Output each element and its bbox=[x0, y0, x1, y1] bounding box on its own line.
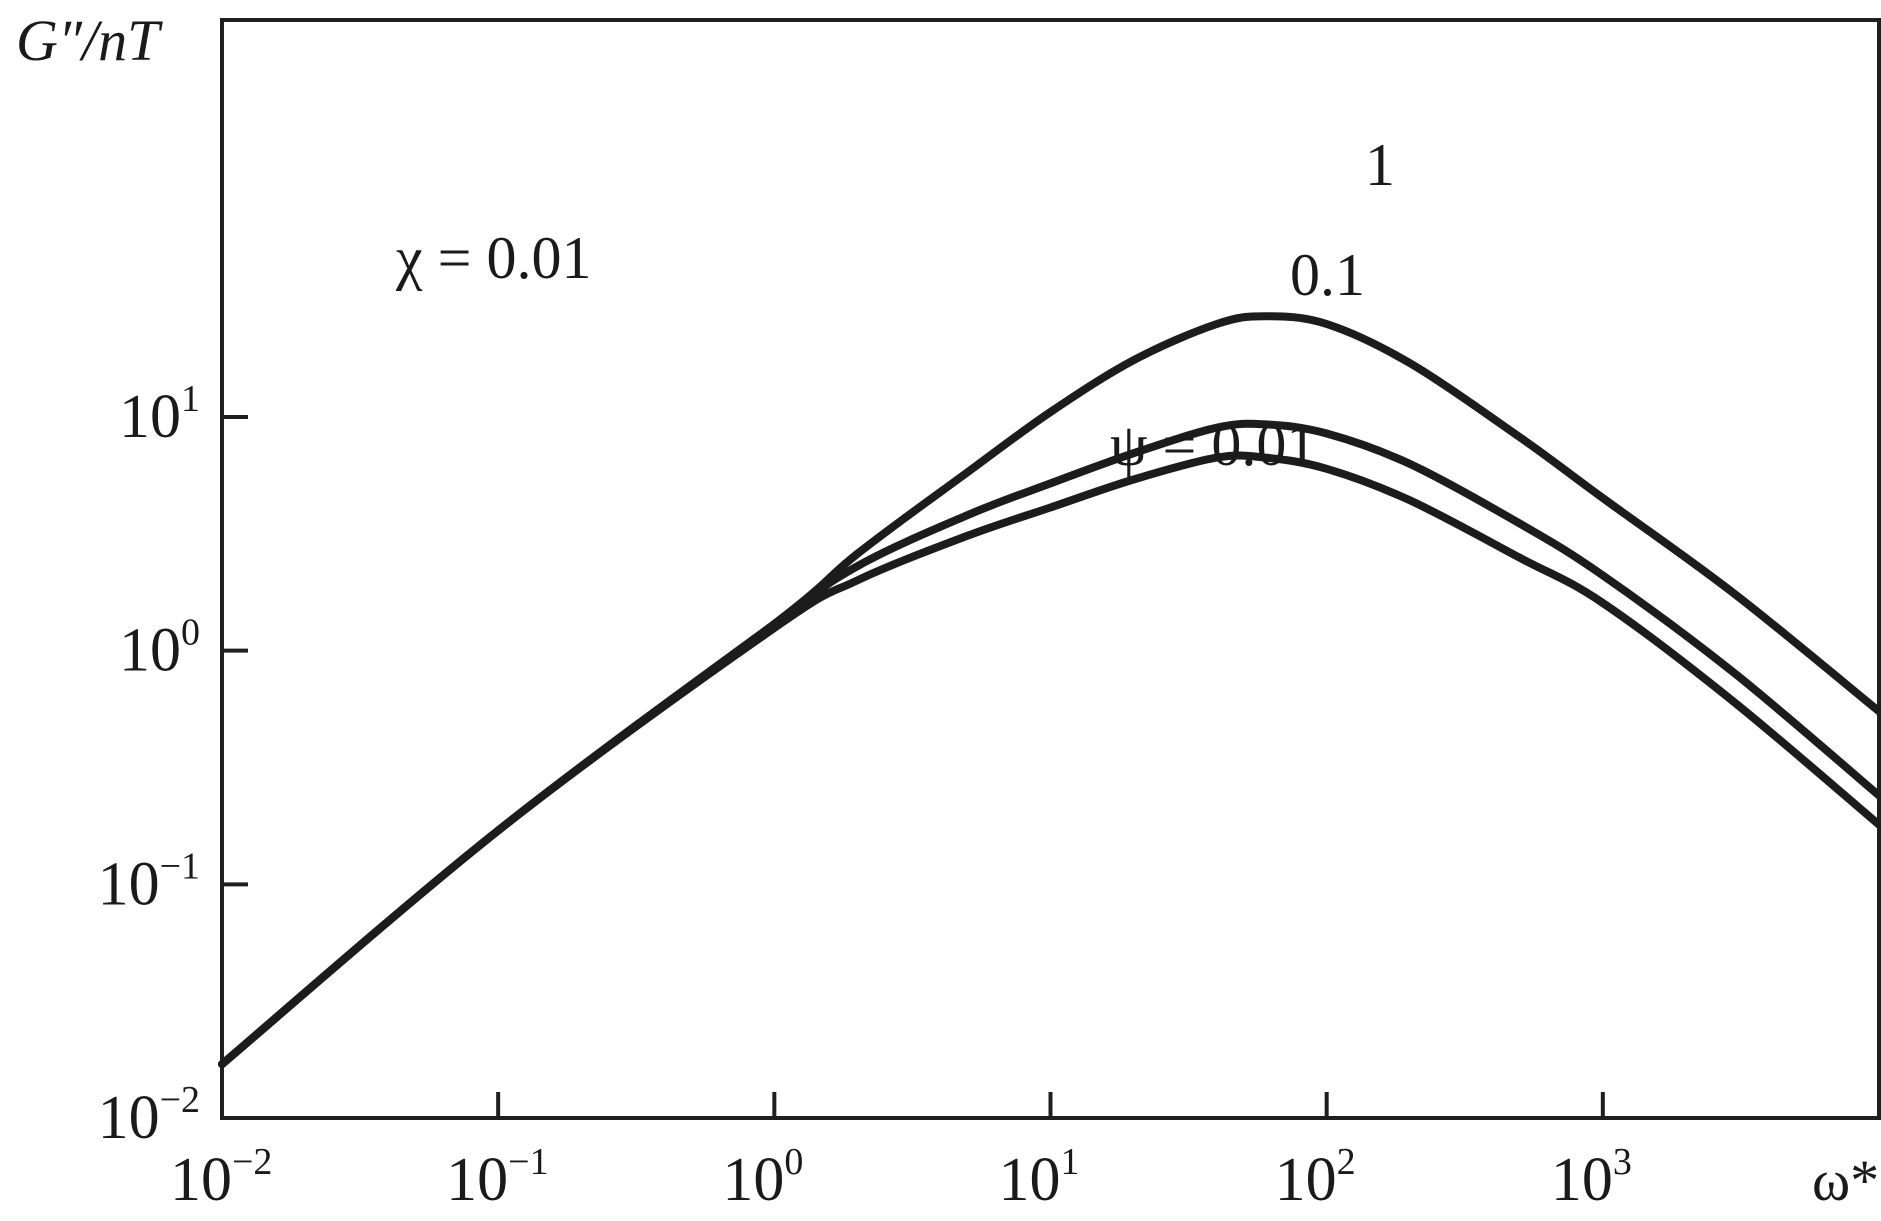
x-tick-label: 10−1 bbox=[446, 1141, 548, 1214]
y-tick-label: 101 bbox=[119, 378, 200, 451]
series-line-3 bbox=[218, 451, 1881, 1069]
y-tick-label: 10−2 bbox=[98, 1079, 200, 1152]
y-axis-label: G″/nT bbox=[16, 8, 163, 73]
curve-label-1: 1 bbox=[1365, 132, 1395, 198]
tick-labels: 10−2 10−1 100 101 102 103 10−2 10−1 100 101 bbox=[98, 378, 1632, 1214]
x-tick-label: 100 bbox=[722, 1141, 803, 1214]
series-lines bbox=[218, 312, 1881, 1069]
x-axis-label: ω* bbox=[1812, 1148, 1879, 1213]
x-tick-label: 101 bbox=[999, 1141, 1080, 1214]
x-tick-label: 102 bbox=[1275, 1141, 1356, 1214]
tick-marks bbox=[222, 414, 1605, 1118]
psi-annotation: ψ = 0.01 bbox=[1110, 412, 1316, 478]
x-tick-label: 10−2 bbox=[170, 1141, 272, 1214]
series-line-1 bbox=[218, 312, 1881, 1069]
x-tick-label: 103 bbox=[1551, 1141, 1632, 1214]
y-tick-label: 100 bbox=[119, 612, 200, 685]
curve-label-0-1: 0.1 bbox=[1290, 242, 1365, 308]
plot-frame bbox=[220, 18, 1881, 1120]
chi-annotation: χ = 0.01 bbox=[395, 225, 591, 291]
y-tick-label: 10−1 bbox=[98, 845, 200, 918]
